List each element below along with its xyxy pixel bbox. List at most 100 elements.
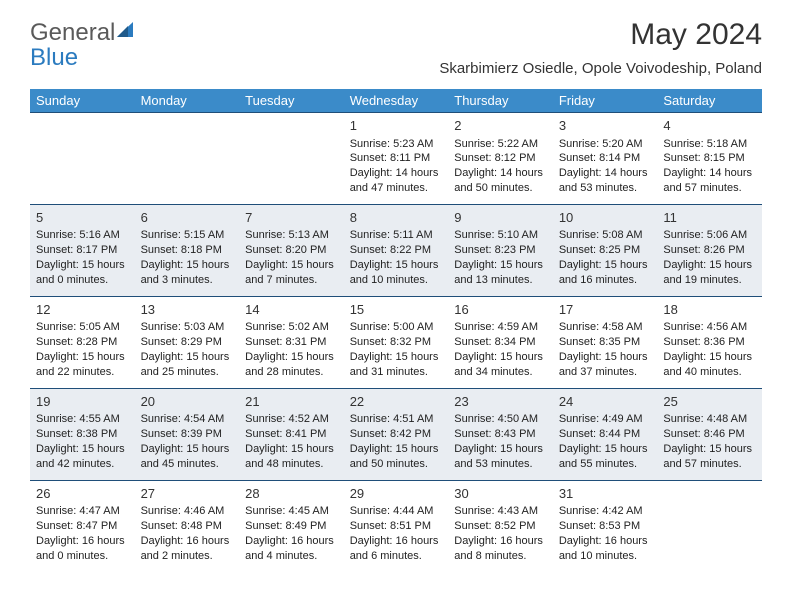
calendar-empty-cell — [239, 113, 344, 205]
calendar-day-cell: 31Sunrise: 4:42 AMSunset: 8:53 PMDayligh… — [553, 480, 658, 571]
sunset-line: Sunset: 8:11 PM — [350, 151, 443, 166]
daylight-line: Daylight: 16 hours and 6 minutes. — [350, 534, 443, 564]
sunset-line: Sunset: 8:12 PM — [454, 151, 547, 166]
weekday-header: Saturday — [657, 89, 762, 113]
calendar-day-cell: 2Sunrise: 5:22 AMSunset: 8:12 PMDaylight… — [448, 113, 553, 205]
calendar-day-cell: 5Sunrise: 5:16 AMSunset: 8:17 PMDaylight… — [30, 204, 135, 296]
day-number: 28 — [245, 485, 338, 503]
calendar-day-cell: 12Sunrise: 5:05 AMSunset: 8:28 PMDayligh… — [30, 296, 135, 388]
calendar-day-cell: 1Sunrise: 5:23 AMSunset: 8:11 PMDaylight… — [344, 113, 449, 205]
day-number: 26 — [36, 485, 129, 503]
calendar-day-cell: 30Sunrise: 4:43 AMSunset: 8:52 PMDayligh… — [448, 480, 553, 571]
calendar-week-row: 26Sunrise: 4:47 AMSunset: 8:47 PMDayligh… — [30, 480, 762, 571]
logo-text-2: Blue — [30, 44, 78, 71]
sunset-line: Sunset: 8:20 PM — [245, 243, 338, 258]
daylight-line: Daylight: 16 hours and 2 minutes. — [141, 534, 234, 564]
calendar-day-cell: 4Sunrise: 5:18 AMSunset: 8:15 PMDaylight… — [657, 113, 762, 205]
day-number: 29 — [350, 485, 443, 503]
day-number: 11 — [663, 209, 756, 227]
sunset-line: Sunset: 8:36 PM — [663, 335, 756, 350]
daylight-line: Daylight: 15 hours and 37 minutes. — [559, 350, 652, 380]
day-number: 5 — [36, 209, 129, 227]
sunset-line: Sunset: 8:53 PM — [559, 519, 652, 534]
day-number: 2 — [454, 117, 547, 135]
sunrise-line: Sunrise: 5:10 AM — [454, 228, 547, 243]
sunset-line: Sunset: 8:35 PM — [559, 335, 652, 350]
daylight-line: Daylight: 15 hours and 34 minutes. — [454, 350, 547, 380]
sunrise-line: Sunrise: 4:48 AM — [663, 412, 756, 427]
day-number: 24 — [559, 393, 652, 411]
daylight-line: Daylight: 16 hours and 0 minutes. — [36, 534, 129, 564]
day-number: 19 — [36, 393, 129, 411]
daylight-line: Daylight: 15 hours and 0 minutes. — [36, 258, 129, 288]
sunrise-line: Sunrise: 5:16 AM — [36, 228, 129, 243]
calendar-week-row: 12Sunrise: 5:05 AMSunset: 8:28 PMDayligh… — [30, 296, 762, 388]
location: Skarbimierz Osiedle, Opole Voivodeship, … — [439, 60, 762, 77]
daylight-line: Daylight: 15 hours and 28 minutes. — [245, 350, 338, 380]
calendar-day-cell: 9Sunrise: 5:10 AMSunset: 8:23 PMDaylight… — [448, 204, 553, 296]
sunrise-line: Sunrise: 5:02 AM — [245, 320, 338, 335]
daylight-line: Daylight: 15 hours and 53 minutes. — [454, 442, 547, 472]
sunrise-line: Sunrise: 5:15 AM — [141, 228, 234, 243]
day-number: 12 — [36, 301, 129, 319]
sunset-line: Sunset: 8:44 PM — [559, 427, 652, 442]
day-number: 1 — [350, 117, 443, 135]
daylight-line: Daylight: 16 hours and 10 minutes. — [559, 534, 652, 564]
sunrise-line: Sunrise: 5:00 AM — [350, 320, 443, 335]
daylight-line: Daylight: 15 hours and 3 minutes. — [141, 258, 234, 288]
calendar-week-row: 5Sunrise: 5:16 AMSunset: 8:17 PMDaylight… — [30, 204, 762, 296]
day-number: 27 — [141, 485, 234, 503]
header: General Blue May 2024 Skarbimierz Osiedl… — [30, 18, 762, 83]
sunset-line: Sunset: 8:52 PM — [454, 519, 547, 534]
sunrise-line: Sunrise: 4:55 AM — [36, 412, 129, 427]
daylight-line: Daylight: 15 hours and 55 minutes. — [559, 442, 652, 472]
day-number: 14 — [245, 301, 338, 319]
daylight-line: Daylight: 15 hours and 13 minutes. — [454, 258, 547, 288]
day-number: 18 — [663, 301, 756, 319]
sunrise-line: Sunrise: 4:47 AM — [36, 504, 129, 519]
sunset-line: Sunset: 8:32 PM — [350, 335, 443, 350]
sunset-line: Sunset: 8:18 PM — [141, 243, 234, 258]
sunrise-line: Sunrise: 4:43 AM — [454, 504, 547, 519]
daylight-line: Daylight: 15 hours and 10 minutes. — [350, 258, 443, 288]
daylight-line: Daylight: 15 hours and 22 minutes. — [36, 350, 129, 380]
day-number: 22 — [350, 393, 443, 411]
sunset-line: Sunset: 8:38 PM — [36, 427, 129, 442]
day-number: 6 — [141, 209, 234, 227]
daylight-line: Daylight: 15 hours and 42 minutes. — [36, 442, 129, 472]
weekday-header-row: SundayMondayTuesdayWednesdayThursdayFrid… — [30, 89, 762, 113]
sunrise-line: Sunrise: 4:49 AM — [559, 412, 652, 427]
sunset-line: Sunset: 8:22 PM — [350, 243, 443, 258]
sunset-line: Sunset: 8:25 PM — [559, 243, 652, 258]
calendar-day-cell: 21Sunrise: 4:52 AMSunset: 8:41 PMDayligh… — [239, 388, 344, 480]
calendar-day-cell: 14Sunrise: 5:02 AMSunset: 8:31 PMDayligh… — [239, 296, 344, 388]
sunset-line: Sunset: 8:14 PM — [559, 151, 652, 166]
weekday-header: Friday — [553, 89, 658, 113]
sunrise-line: Sunrise: 5:18 AM — [663, 137, 756, 152]
daylight-line: Daylight: 15 hours and 16 minutes. — [559, 258, 652, 288]
day-number: 15 — [350, 301, 443, 319]
title-block: May 2024 Skarbimierz Osiedle, Opole Voiv… — [439, 18, 762, 83]
sunrise-line: Sunrise: 4:59 AM — [454, 320, 547, 335]
day-number: 30 — [454, 485, 547, 503]
calendar-day-cell: 17Sunrise: 4:58 AMSunset: 8:35 PMDayligh… — [553, 296, 658, 388]
calendar-day-cell: 28Sunrise: 4:45 AMSunset: 8:49 PMDayligh… — [239, 480, 344, 571]
sunset-line: Sunset: 8:51 PM — [350, 519, 443, 534]
sunset-line: Sunset: 8:29 PM — [141, 335, 234, 350]
calendar-day-cell: 11Sunrise: 5:06 AMSunset: 8:26 PMDayligh… — [657, 204, 762, 296]
day-number: 9 — [454, 209, 547, 227]
sunset-line: Sunset: 8:43 PM — [454, 427, 547, 442]
calendar-day-cell: 6Sunrise: 5:15 AMSunset: 8:18 PMDaylight… — [135, 204, 240, 296]
sunrise-line: Sunrise: 4:50 AM — [454, 412, 547, 427]
calendar-day-cell: 15Sunrise: 5:00 AMSunset: 8:32 PMDayligh… — [344, 296, 449, 388]
day-number: 3 — [559, 117, 652, 135]
sunset-line: Sunset: 8:47 PM — [36, 519, 129, 534]
sunrise-line: Sunrise: 5:20 AM — [559, 137, 652, 152]
day-number: 7 — [245, 209, 338, 227]
weekday-header: Sunday — [30, 89, 135, 113]
sunrise-line: Sunrise: 5:06 AM — [663, 228, 756, 243]
day-number: 16 — [454, 301, 547, 319]
sunset-line: Sunset: 8:48 PM — [141, 519, 234, 534]
day-number: 17 — [559, 301, 652, 319]
sunrise-line: Sunrise: 5:22 AM — [454, 137, 547, 152]
